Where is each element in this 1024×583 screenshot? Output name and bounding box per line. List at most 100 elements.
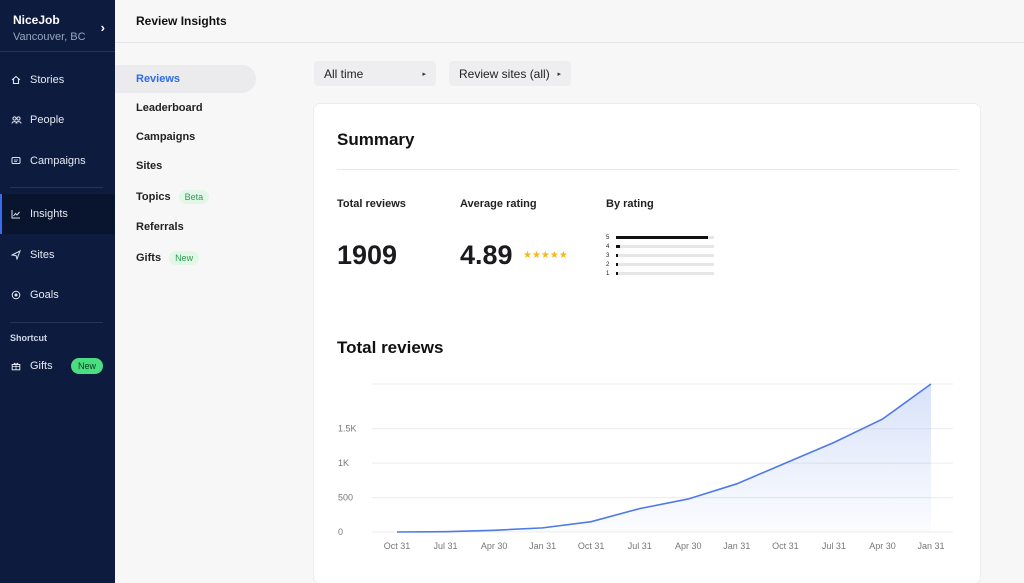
subnav-item-reviews[interactable]: Reviews [115, 65, 256, 93]
subnav-item-label: Topics [136, 191, 171, 203]
account-switcher[interactable]: NiceJob Vancouver, BC › [0, 0, 115, 52]
sidebar-item-label: Goals [30, 289, 59, 301]
rating-bar-row: 2 [606, 261, 716, 268]
x-tick-label: Jan 31 [723, 541, 750, 551]
subnav-item-leaderboard[interactable]: Leaderboard [115, 94, 256, 122]
rating-bar-fill [616, 236, 709, 239]
rating-bar-track [616, 236, 714, 239]
rating-bar-row: 1 [606, 270, 716, 277]
rating-bar-fill [616, 263, 618, 266]
sidebar-item-label: People [30, 114, 65, 126]
sidebar-item-label: Gifts [30, 360, 53, 372]
x-tick-label: Jan 31 [917, 541, 944, 551]
x-tick-label: Oct 31 [384, 541, 411, 551]
sidebar-item-label: Campaigns [30, 155, 86, 167]
x-tick-label: Jul 31 [628, 541, 652, 551]
sidebar-item-stories[interactable]: Stories [0, 60, 115, 100]
gift-icon [10, 360, 22, 372]
send-icon [10, 249, 22, 261]
sidebar-divider [10, 322, 103, 323]
star-rating-icon: ★★★★★ [523, 250, 568, 261]
sidebar-divider [10, 187, 103, 188]
chevron-right-icon[interactable]: › [100, 20, 105, 35]
rating-bar-label: 5 [606, 234, 610, 241]
shortcut-heading: Shortcut [10, 333, 47, 343]
subnav-item-label: Campaigns [136, 131, 196, 143]
chart-series-line [396, 383, 932, 533]
sidebar-item-people[interactable]: People [0, 100, 115, 140]
subnav-item-sites[interactable]: Sites [115, 152, 256, 180]
main-sidebar: NiceJob Vancouver, BC › Stories People C… [0, 0, 115, 583]
x-tick-label: Oct 31 [578, 541, 605, 551]
x-tick-label: Oct 31 [772, 541, 799, 551]
sidebar-item-gifts[interactable]: Gifts New [0, 346, 115, 386]
new-badge: New [169, 251, 200, 265]
org-location: Vancouver, BC [13, 31, 86, 43]
x-tick-label: Jul 31 [434, 541, 458, 551]
average-rating-label: Average rating [460, 198, 537, 210]
total-reviews-chart: 0 500 1K 1.5K Oct 31 Jul 31 Apr 30 Jan 31 Oct 31… [338, 383, 953, 551]
new-badge: New [70, 358, 103, 374]
rating-bar-fill [616, 245, 620, 248]
y-tick-label: 1.5K [338, 424, 357, 434]
review-sites-dropdown[interactable]: Review sites (all) ▸ [449, 61, 571, 86]
subnav-item-referrals[interactable]: Referrals [115, 213, 256, 241]
average-rating-value: 4.89 [460, 240, 513, 270]
people-icon [10, 114, 22, 126]
rating-bar-label: 2 [606, 261, 610, 268]
home-icon [10, 74, 22, 86]
by-rating-label: By rating [606, 198, 654, 210]
x-tick-label: Apr 30 [675, 541, 702, 551]
sidebar-item-sites[interactable]: Sites [0, 235, 115, 275]
y-tick-label: 0 [338, 527, 343, 537]
org-name: NiceJob [13, 13, 60, 27]
review-sites-value: Review sites (all) [459, 66, 550, 81]
chart-icon [10, 208, 22, 220]
rating-bar-row: 5 [606, 234, 716, 241]
subnav-item-label: Leaderboard [136, 102, 203, 114]
x-tick-label: Jul 31 [822, 541, 846, 551]
rating-bar-fill [616, 272, 618, 275]
subnav-item-label: Sites [136, 160, 163, 172]
page-header: Review Insights [115, 0, 1024, 43]
rating-bar-track [616, 263, 714, 266]
total-reviews-value: 1909 [337, 240, 398, 270]
subnav-item-topics[interactable]: Topics Beta [115, 183, 256, 211]
chart-area-fill [397, 384, 931, 532]
sidebar-item-goals[interactable]: Goals [0, 275, 115, 315]
sidebar-item-campaigns[interactable]: Campaigns [0, 141, 115, 181]
rating-bar-label: 3 [606, 252, 610, 259]
x-tick-label: Jan 31 [529, 541, 556, 551]
subnav-item-campaigns[interactable]: Campaigns [115, 123, 256, 151]
rating-bar-label: 4 [606, 243, 610, 250]
rating-bar-track [616, 245, 714, 248]
caret-right-icon: ▸ [422, 70, 426, 78]
rating-bar-row: 4 [606, 243, 716, 250]
rating-bar-row: 3 [606, 252, 716, 259]
sidebar-item-label: Sites [30, 249, 55, 261]
summary-heading: Summary [337, 130, 415, 149]
page-title: Review Insights [136, 14, 227, 28]
beta-badge: Beta [178, 190, 210, 204]
sidebar-item-insights[interactable]: Insights [0, 194, 115, 234]
y-tick-label: 1K [338, 458, 349, 468]
subnav-item-label: Referrals [136, 221, 184, 233]
review-insights-card: Summary Total reviews 1909 Average ratin… [314, 104, 980, 583]
target-icon [10, 289, 22, 301]
chart-heading: Total reviews [337, 338, 444, 357]
rating-bar-fill [616, 254, 618, 257]
rating-bar-track [616, 254, 714, 257]
summary-divider [337, 169, 958, 170]
rating-bar-track [616, 272, 714, 275]
rating-bar-label: 1 [606, 270, 610, 277]
time-range-dropdown[interactable]: All time ▸ [314, 61, 436, 86]
subnav-item-label: Reviews [136, 73, 181, 85]
message-icon [10, 155, 22, 167]
y-tick-label: 500 [338, 493, 353, 503]
sidebar-item-label: Stories [30, 74, 65, 86]
time-range-value: All time [324, 66, 364, 81]
caret-right-icon: ▸ [557, 70, 561, 78]
x-tick-label: Apr 30 [481, 541, 508, 551]
subnav-item-gifts[interactable]: Gifts New [115, 244, 256, 272]
total-reviews-label: Total reviews [337, 198, 406, 210]
